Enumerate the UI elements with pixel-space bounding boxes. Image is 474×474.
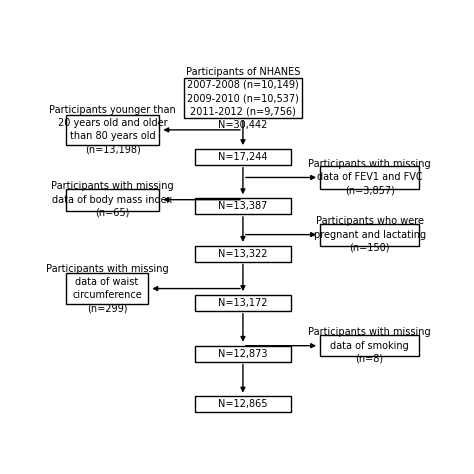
Text: Participants with missing
data of waist
circumference
(n=299): Participants with missing data of waist … (46, 264, 168, 313)
FancyBboxPatch shape (320, 166, 419, 189)
FancyBboxPatch shape (195, 246, 291, 262)
Text: Participants with missing
data of body mass index
(n=65): Participants with missing data of body m… (51, 182, 174, 218)
FancyBboxPatch shape (66, 115, 159, 145)
Text: N=13,387: N=13,387 (218, 201, 268, 211)
Text: Participants with missing
data of smoking
(n=8): Participants with missing data of smokin… (309, 328, 431, 364)
Text: N=17,244: N=17,244 (218, 152, 268, 162)
Text: Participants of NHANES
2007-2008 (n=10,149)
2009-2010 (n=10,537)
2011-2012 (n=9,: Participants of NHANES 2007-2008 (n=10,1… (186, 67, 300, 129)
FancyBboxPatch shape (195, 149, 291, 165)
Text: Participants younger than
20 years old and older
than 80 years old
(n=13,198): Participants younger than 20 years old a… (49, 105, 176, 155)
Text: N=13,172: N=13,172 (218, 298, 268, 308)
Text: N=12,873: N=12,873 (218, 348, 268, 359)
FancyBboxPatch shape (320, 336, 419, 356)
FancyBboxPatch shape (66, 273, 148, 304)
FancyBboxPatch shape (195, 198, 291, 214)
Text: N=12,865: N=12,865 (218, 400, 268, 410)
Text: Participants with missing
data of FEV1 and FVC
(n=3,857): Participants with missing data of FEV1 a… (309, 159, 431, 196)
Text: Participants who were
pregnant and lactating
(n=150): Participants who were pregnant and lacta… (314, 217, 426, 253)
FancyBboxPatch shape (320, 224, 419, 246)
Text: N=13,322: N=13,322 (218, 249, 268, 259)
FancyBboxPatch shape (66, 189, 159, 211)
FancyBboxPatch shape (195, 295, 291, 311)
FancyBboxPatch shape (195, 346, 291, 362)
FancyBboxPatch shape (184, 78, 301, 118)
FancyBboxPatch shape (195, 396, 291, 412)
